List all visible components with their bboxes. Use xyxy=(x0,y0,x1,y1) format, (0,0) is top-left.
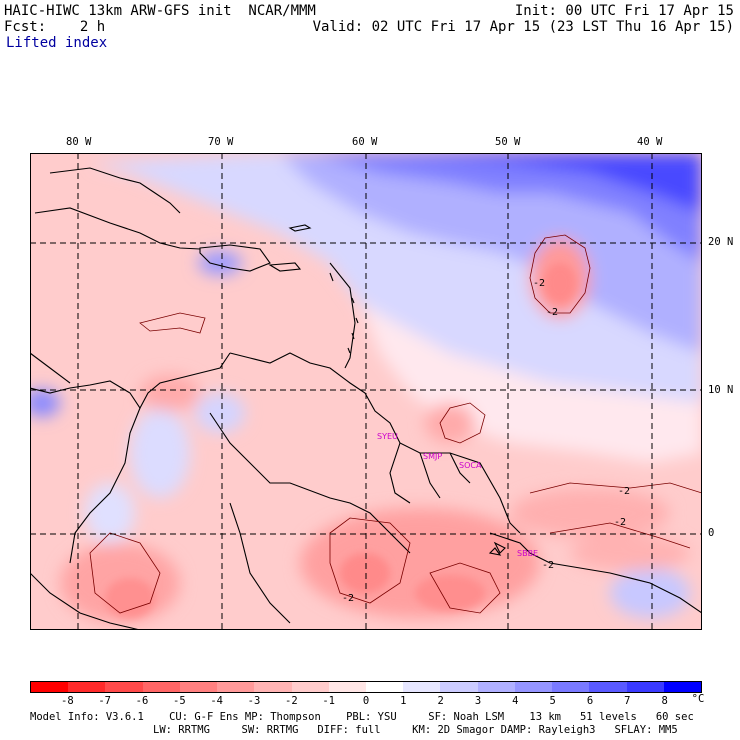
colorbar-tick-label: 5 xyxy=(549,695,556,707)
colorbar-tick-label: -1 xyxy=(322,695,335,707)
coastlines xyxy=(30,167,702,630)
plot-title: HAIC-HIWC 13km ARW-GFS init NCAR/MMM xyxy=(4,3,316,19)
colorbar-segment xyxy=(626,682,664,692)
map-border xyxy=(30,153,702,630)
model-info-line1: Model Info: V3.6.1 CU: G-F Ens MP: Thomp… xyxy=(30,711,694,723)
colorbar-tick-label: -4 xyxy=(210,695,223,707)
colorbar-segment xyxy=(663,682,701,692)
colorbar-segment xyxy=(514,682,553,692)
lon-label-70w: 70 W xyxy=(208,136,234,148)
colorbar-tick-label: 2 xyxy=(437,695,444,707)
colorbar-segment xyxy=(179,682,218,692)
contour-label: -2 xyxy=(342,593,354,604)
station-label: SYEU xyxy=(377,432,398,441)
colorbar-segment xyxy=(403,682,441,692)
contour-label: -2 xyxy=(546,307,558,318)
station-label: SBBE xyxy=(517,549,538,558)
colorbar-tick-label: -3 xyxy=(247,695,261,707)
forecast-hour: Fcst: 2 h xyxy=(4,19,106,35)
contour-label: -2 xyxy=(542,560,554,571)
colorbar xyxy=(30,681,702,693)
field-name: Lifted index xyxy=(6,35,108,51)
valid-time: Valid: 02 UTC Fri 17 Apr 15 (23 LST Thu … xyxy=(312,19,734,35)
colorbar-segment xyxy=(291,682,329,692)
lon-label-40w: 40 W xyxy=(637,136,663,148)
station-label: SOCA xyxy=(459,461,482,470)
colorbar-tick-label: 6 xyxy=(586,695,594,707)
colorbar-segment xyxy=(328,682,366,692)
colorbar-tick-label: 8 xyxy=(661,695,668,707)
map-panel: -2 -2 -2 -2 -2 -2 SYEU SMJP SOCA SBBE xyxy=(30,153,702,630)
colorbar-tick-label: -5 xyxy=(173,695,186,707)
lon-label-80w: 80 W xyxy=(66,136,92,148)
colorbar-segment xyxy=(440,682,478,692)
colorbar-tick-label: -2 xyxy=(285,695,298,707)
colorbar-tick-label: °C xyxy=(691,693,705,705)
colorbar-segment xyxy=(68,682,106,692)
model-info-line2: LW: RRTMG SW: RRTMG DIFF: full KM: 2D Sm… xyxy=(153,724,678,736)
lifted-index-map: -2 -2 -2 -2 -2 -2 SYEU SMJP SOCA SBBE xyxy=(30,153,702,630)
contour-label: -2 xyxy=(614,517,626,528)
colorbar-tick-label: 7 xyxy=(624,695,631,707)
colorbar-tick-label: 4 xyxy=(512,695,519,707)
colorbar-segment xyxy=(142,682,180,692)
lon-label-50w: 50 W xyxy=(495,136,521,148)
colorbar-segment xyxy=(477,682,515,692)
contour-label: -2 xyxy=(533,278,545,289)
station-label: SMJP xyxy=(423,452,442,461)
lat-label-10n: 10 N xyxy=(708,384,734,396)
colorbar-segment xyxy=(589,682,627,692)
colorbar-segment xyxy=(105,682,143,692)
colorbar-tick-label: -7 xyxy=(98,695,111,707)
latlon-grid xyxy=(30,153,702,630)
colorbar-segment xyxy=(254,682,292,692)
colorbar-tick-label: 1 xyxy=(400,695,407,707)
colorbar-tick-label: -8 xyxy=(61,695,74,707)
colorbar-segment xyxy=(217,682,255,692)
lon-label-60w: 60 W xyxy=(352,136,378,148)
colorbar-segment xyxy=(31,682,69,692)
init-time: Init: 00 UTC Fri 17 Apr 15 xyxy=(514,3,734,19)
contours xyxy=(89,234,702,614)
colorbar-tick-label: -6 xyxy=(135,695,149,707)
colorbar-tick-label: 0 xyxy=(362,695,370,707)
colorbar-segment xyxy=(365,682,404,692)
colorbar-tick-label: 3 xyxy=(474,695,482,707)
lat-label-0: 0 xyxy=(708,527,715,539)
contour-label: -2 xyxy=(618,486,630,497)
lat-label-20n: 20 N xyxy=(708,236,734,248)
colorbar-segment xyxy=(552,682,590,692)
